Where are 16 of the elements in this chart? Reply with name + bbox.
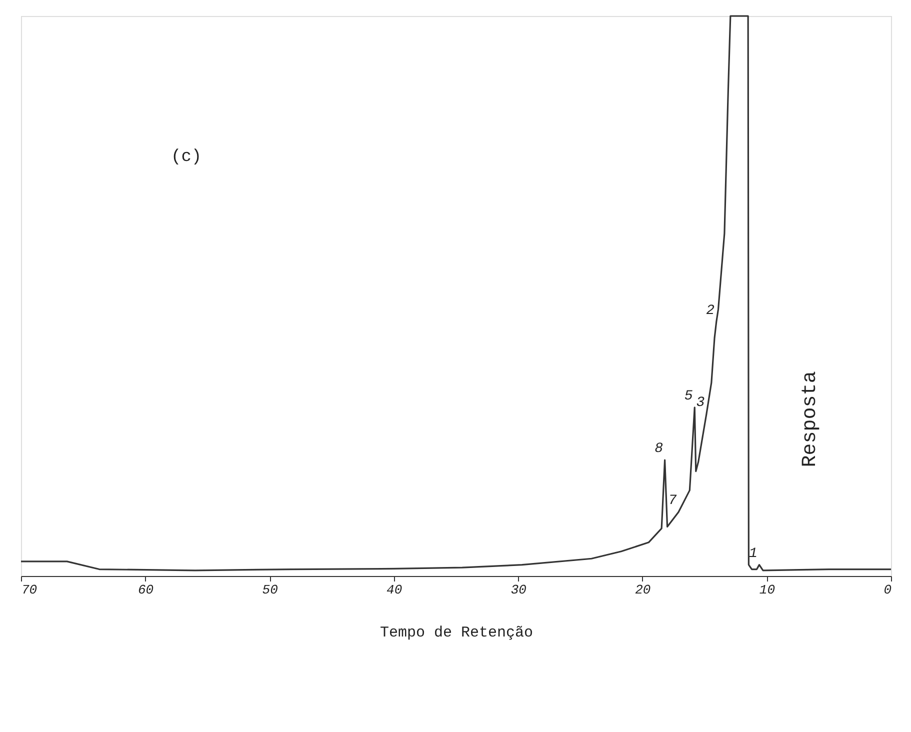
x-tick-label: 10 (759, 582, 776, 598)
annotation: (c) (171, 148, 202, 167)
x-tick-label: 20 (635, 582, 651, 598)
x-tick-label: 50 (262, 582, 278, 598)
x-tick-label: 30 (510, 582, 527, 598)
annotation: 7 (668, 493, 678, 510)
annotation: 3 (696, 395, 705, 412)
annotation: 8 (654, 441, 664, 458)
x-tick-label: 70 (22, 582, 38, 598)
y-axis-title: Resposta (799, 371, 822, 468)
x-tick-label: 40 (386, 582, 402, 598)
x-tick-label: 0 (884, 582, 892, 598)
x-tick-label: 60 (138, 582, 154, 598)
annotation: 2 (706, 302, 715, 319)
annotation: 5 (684, 388, 694, 404)
x-axis-title: Tempo de Retenção (380, 624, 534, 642)
